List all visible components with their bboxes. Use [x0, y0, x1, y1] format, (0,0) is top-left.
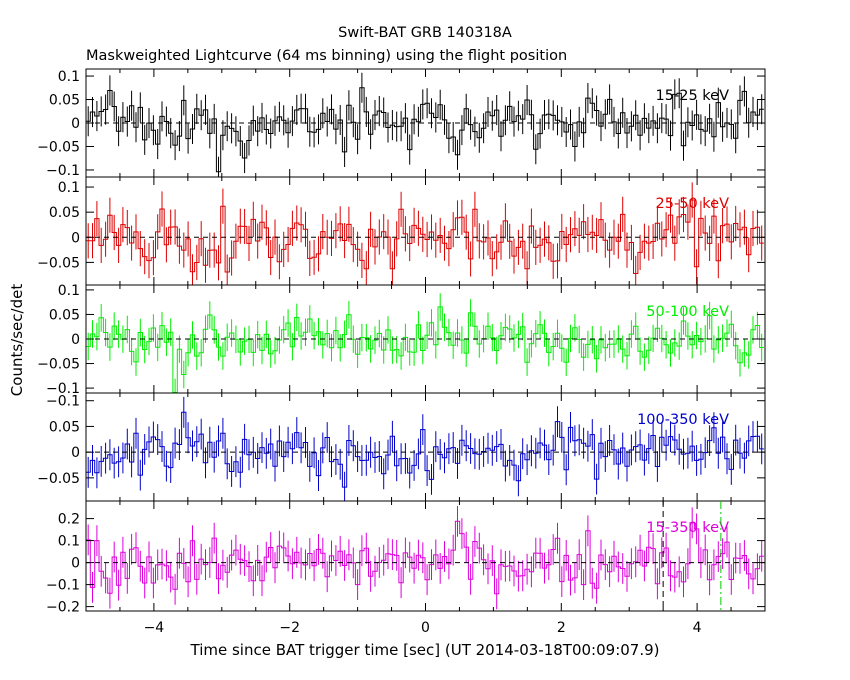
y-tick-label: 0.05 [49, 419, 80, 435]
panels-group: −0.1 −0.05 0 0.05 0.1 15-25 keV −0.05 0 0.05 0.1 2… [37, 68, 766, 616]
y-tick-label: 0.2 [58, 512, 80, 528]
chart-subtitle: Maskweighted Lightcurve (64 ms binning) … [86, 48, 567, 64]
y-tick-label: 0.1 [58, 534, 80, 550]
y-tick-label: 0 [71, 445, 80, 461]
y-tick-label: 0.1 [58, 180, 80, 196]
y-tick-label: 0 [71, 556, 80, 572]
x-tick-label: 0 [421, 620, 430, 636]
y-tick-label: −0.05 [37, 139, 80, 155]
band-label-2: 25-50 keV [656, 196, 730, 212]
x-tick-label: 2 [557, 620, 566, 636]
x-tick-labels: −4 −2 0 2 4 [144, 620, 702, 636]
y-tick-label: −0.05 [37, 255, 80, 271]
panel-3: −0.1 −0.05 0 0.05 0.1 50-100 keV [37, 283, 766, 397]
series-line-1 [86, 87, 764, 173]
band-label-5: 15-350 keV [646, 520, 729, 536]
y-tick-label: −0.2 [46, 600, 80, 616]
y-tick-label: 0 [71, 116, 80, 132]
y-tick-label: 0 [71, 230, 80, 246]
panel-4: −0.05 0 0.05 −0.1 100-350 keV [37, 392, 766, 502]
panel-1: −0.1 −0.05 0 0.05 0.1 15-25 keV [37, 68, 766, 179]
x-tick-label: −4 [144, 620, 165, 636]
y-tick-label: 0.1 [58, 69, 80, 85]
y-tick-label: −0.1 [46, 381, 80, 397]
band-label-4: 100-350 keV [637, 412, 729, 428]
y-tick-label: 0.05 [49, 93, 80, 109]
series-line-2 [86, 199, 764, 274]
y-tick-label: −0.05 [37, 357, 80, 373]
y-tick-label: 0.05 [49, 307, 80, 323]
y-tick-label: 0 [71, 332, 80, 348]
y-tick-label: 0.05 [49, 205, 80, 221]
x-axis-label: Time since BAT trigger time [sec] (UT 20… [190, 641, 660, 659]
series-line-3 [86, 306, 764, 393]
panel-5: −0.2 −0.1 0 0.1 0.2 15-350 keV [46, 500, 766, 616]
y-tick-label: −0.1 [46, 163, 80, 179]
y-tick-label: −0.1 [46, 394, 80, 410]
y-tick-label: 0.1 [58, 283, 80, 299]
x-tick-label: −2 [279, 620, 300, 636]
y-tick-label: −0.1 [46, 578, 80, 594]
chart-title: Swift-BAT GRB 140318A [338, 25, 512, 41]
x-tick-label: 4 [693, 620, 702, 636]
band-label-1: 15-25 keV [656, 88, 730, 104]
band-label-3: 50-100 keV [646, 304, 729, 320]
panel-2: −0.05 0 0.05 0.1 25-50 keV [37, 176, 766, 286]
y-tick-label: −0.05 [37, 471, 80, 487]
y-axis-label: Counts/sec/det [8, 284, 26, 397]
series-line-4 [86, 411, 764, 488]
